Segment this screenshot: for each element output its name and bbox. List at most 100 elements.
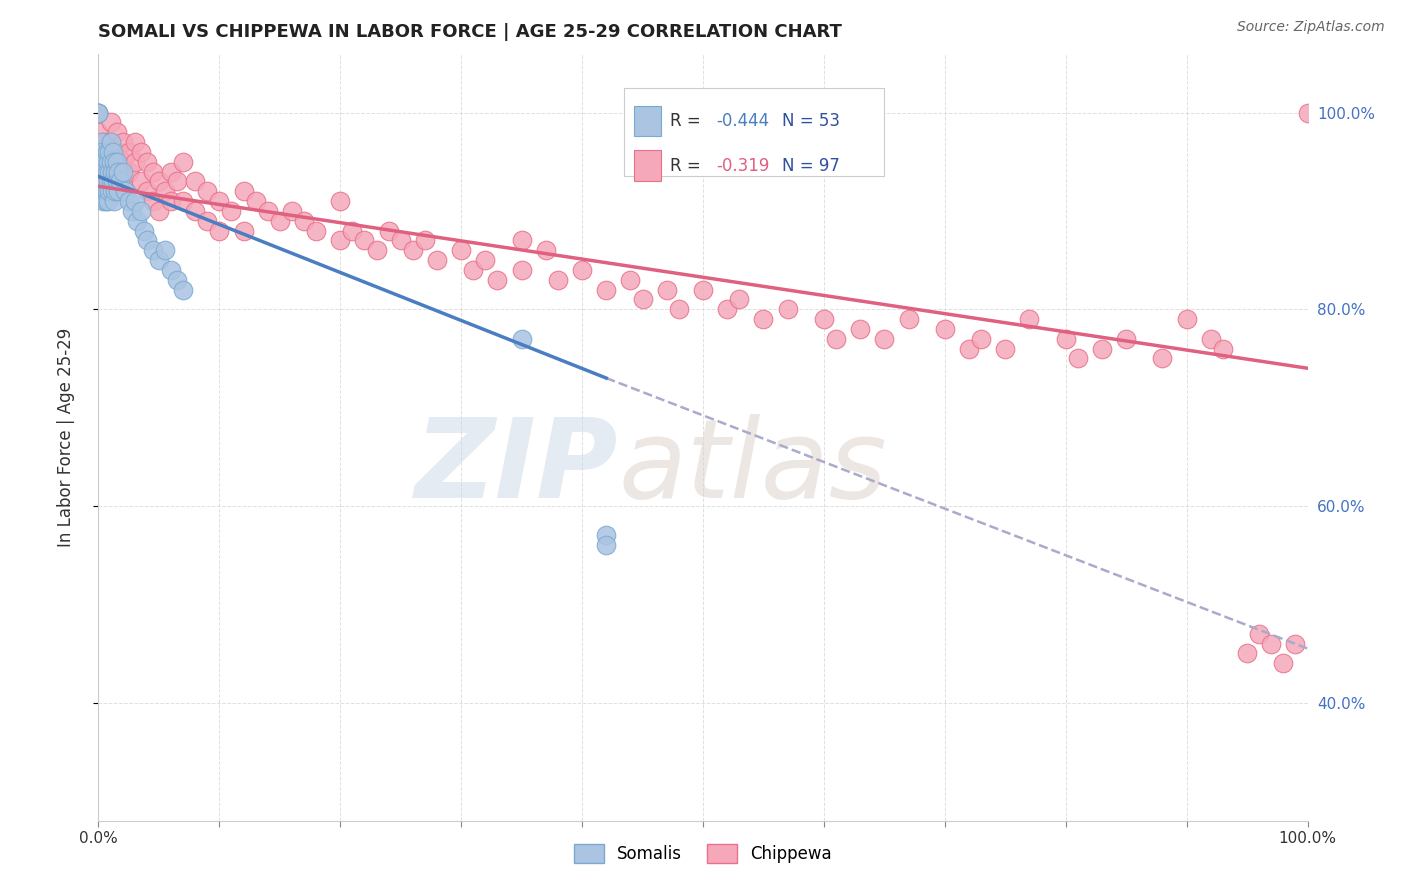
Point: [142, 244, 165, 258]
Point: [232, 184, 254, 198]
Text: N = 53: N = 53: [782, 112, 839, 130]
Point: [148, 253, 170, 268]
Point: [142, 194, 165, 208]
Point: [114, 184, 136, 198]
Point: [135, 233, 157, 247]
Point: [195, 213, 218, 227]
Point: [510, 332, 533, 346]
Point: [100, 174, 122, 188]
FancyBboxPatch shape: [624, 88, 884, 177]
Point: [108, 174, 131, 188]
Point: [571, 263, 593, 277]
Point: [510, 233, 533, 247]
Point: [1115, 332, 1137, 346]
Point: [100, 135, 122, 149]
Point: [1067, 351, 1090, 366]
Point: [98, 145, 121, 159]
FancyBboxPatch shape: [634, 105, 661, 136]
Point: [100, 135, 122, 149]
Point: [100, 184, 122, 198]
Point: [148, 174, 170, 188]
Point: [377, 223, 399, 237]
Point: [107, 184, 129, 198]
Point: [135, 184, 157, 198]
Point: [342, 223, 364, 237]
Point: [97, 154, 120, 169]
Point: [96, 164, 118, 178]
Point: [124, 135, 146, 149]
Point: [994, 342, 1017, 356]
Point: [426, 253, 449, 268]
Point: [105, 125, 128, 139]
Text: R =: R =: [671, 112, 706, 130]
Point: [124, 194, 146, 208]
Point: [1296, 105, 1319, 120]
Point: [1091, 342, 1114, 356]
Point: [1175, 312, 1198, 326]
Point: [1249, 627, 1271, 641]
Point: [107, 164, 129, 178]
Point: [166, 273, 188, 287]
Point: [510, 263, 533, 277]
Point: [534, 244, 557, 258]
Point: [103, 154, 125, 169]
Point: [776, 302, 799, 317]
Point: [595, 528, 617, 542]
Point: [111, 154, 134, 169]
Point: [366, 244, 388, 258]
Point: [101, 174, 124, 188]
Point: [142, 164, 165, 178]
Point: [111, 164, 134, 178]
Text: R =: R =: [671, 156, 706, 175]
Point: [97, 174, 120, 188]
Point: [100, 164, 122, 178]
Point: [184, 174, 207, 188]
Point: [184, 203, 207, 218]
Point: [329, 194, 352, 208]
Point: [1260, 637, 1282, 651]
Text: SOMALI VS CHIPPEWA IN LABOR FORCE | AGE 25-29 CORRELATION CHART: SOMALI VS CHIPPEWA IN LABOR FORCE | AGE …: [98, 23, 842, 41]
Point: [111, 135, 134, 149]
Point: [752, 312, 775, 326]
Point: [873, 332, 896, 346]
Point: [450, 244, 472, 258]
Point: [87, 125, 110, 139]
Point: [93, 135, 115, 149]
Point: [172, 194, 194, 208]
Point: [305, 223, 328, 237]
Point: [103, 194, 125, 208]
Point: [96, 145, 118, 159]
Point: [93, 164, 115, 178]
Point: [595, 283, 617, 297]
Point: [970, 332, 993, 346]
Text: -0.444: -0.444: [716, 112, 769, 130]
Point: [111, 174, 134, 188]
Point: [619, 273, 641, 287]
Point: [118, 164, 141, 178]
Point: [813, 312, 835, 326]
Point: [463, 263, 485, 277]
Point: [91, 145, 114, 159]
Point: [172, 154, 194, 169]
Point: [486, 273, 509, 287]
Point: [97, 194, 120, 208]
Point: [100, 115, 122, 129]
Point: [172, 283, 194, 297]
Point: [1018, 312, 1040, 326]
Point: [1199, 332, 1222, 346]
Point: [135, 154, 157, 169]
Point: [98, 164, 121, 178]
Point: [245, 194, 267, 208]
Y-axis label: In Labor Force | Age 25-29: In Labor Force | Age 25-29: [56, 327, 75, 547]
Point: [269, 213, 291, 227]
Point: [87, 105, 110, 120]
Point: [105, 145, 128, 159]
Point: [101, 145, 124, 159]
Point: [166, 174, 188, 188]
Text: Source: ZipAtlas.com: Source: ZipAtlas.com: [1237, 20, 1385, 34]
Point: [1236, 647, 1258, 661]
Point: [93, 154, 115, 169]
Point: [825, 332, 848, 346]
Point: [100, 154, 122, 169]
Point: [897, 312, 920, 326]
